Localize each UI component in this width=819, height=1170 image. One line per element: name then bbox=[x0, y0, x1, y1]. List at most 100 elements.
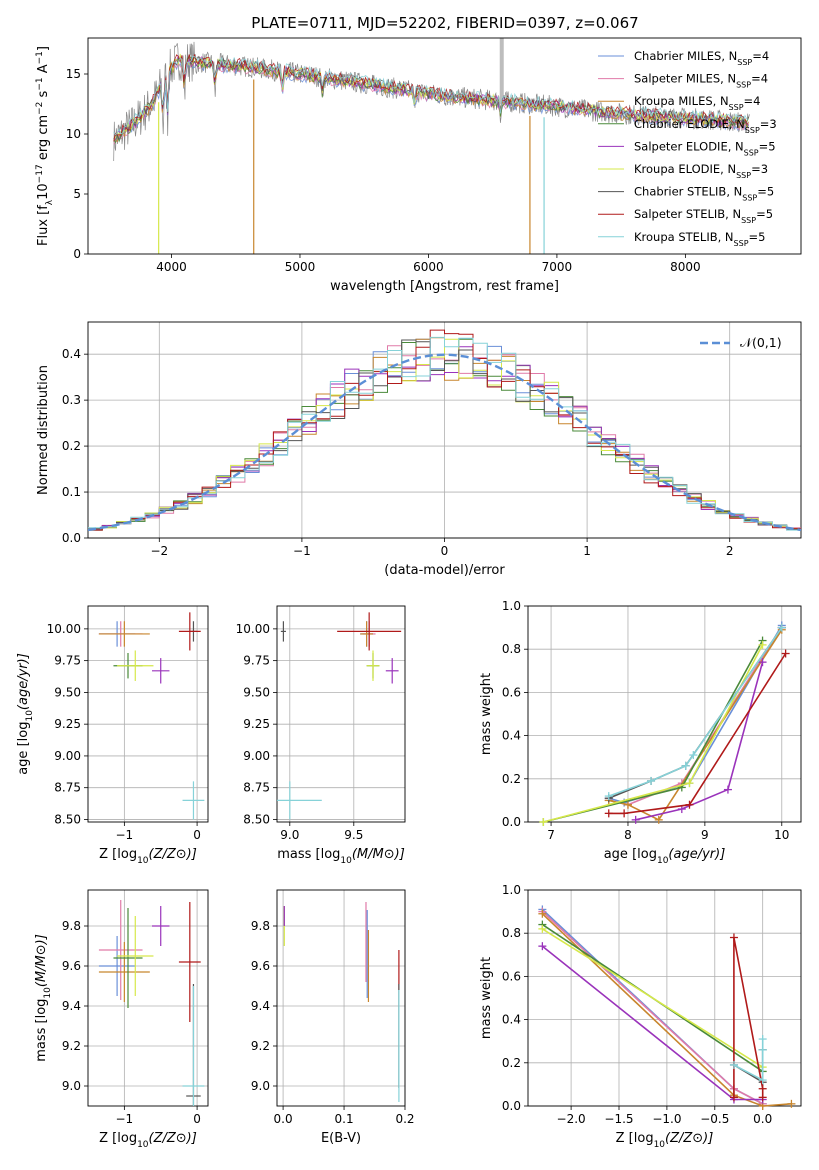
errorbars bbox=[283, 902, 400, 1102]
spectrum-panel: 4000 5000 6000 7000 8000 0 5 10 15 wavelength [An… bbox=[35, 37, 802, 294]
histograms bbox=[88, 329, 801, 532]
axes-frame bbox=[87, 605, 209, 823]
y-axis-label: age [log10(age/yr)] bbox=[16, 653, 35, 775]
x-tick-label: −2.0 bbox=[557, 1112, 586, 1126]
data-point bbox=[729, 1093, 738, 1102]
errorbar-point bbox=[178, 902, 201, 1022]
y-tick-label: 0.4 bbox=[502, 729, 521, 743]
y-tick-label: 9.0 bbox=[251, 1079, 270, 1093]
x-tick-label: 9 bbox=[701, 828, 709, 842]
x-tick-label: 5000 bbox=[285, 260, 316, 274]
x-tick-label: 10 bbox=[774, 828, 789, 842]
y-tick-label: 9.25 bbox=[54, 717, 81, 731]
errorbar-point bbox=[277, 781, 322, 820]
y-tick-label: 0.2 bbox=[502, 772, 521, 786]
axes-frame bbox=[276, 605, 406, 823]
masked-region bbox=[499, 38, 504, 104]
y-tick-label: 0.0 bbox=[502, 815, 521, 829]
y-axis-label: mass weight bbox=[479, 673, 494, 755]
legend-entry: Chabrier ELODIE, NSSP=3 bbox=[634, 117, 777, 135]
errorbar-point bbox=[337, 612, 402, 651]
lines bbox=[538, 905, 796, 1110]
series-line bbox=[635, 661, 764, 821]
data-point bbox=[538, 909, 547, 918]
data-point bbox=[723, 785, 732, 794]
errorbar-point bbox=[98, 936, 136, 996]
y-tick-label: 9.6 bbox=[62, 959, 81, 973]
errorbar-point bbox=[152, 906, 170, 946]
legend-entry: Salpeter MILES, NSSP=4 bbox=[634, 72, 768, 90]
errorbar-point bbox=[117, 650, 154, 681]
x-tick-label: −1 bbox=[116, 1112, 134, 1126]
histogram-step bbox=[88, 346, 801, 531]
errorbar-point bbox=[366, 650, 380, 681]
y-tick-label: 10.00 bbox=[47, 622, 81, 636]
y-axis-label: mass [log10(M/M⊙)] bbox=[34, 934, 53, 1062]
x-axis-label: mass [log10(M/M⊙)] bbox=[277, 847, 405, 866]
y-tick-label: 0.0 bbox=[62, 531, 81, 545]
y-tick-label: 0.3 bbox=[62, 393, 81, 407]
data-point bbox=[631, 815, 640, 824]
data-point bbox=[787, 1099, 796, 1108]
y-tick-label: 9.50 bbox=[243, 685, 270, 699]
y-tick-label: 9.6 bbox=[251, 959, 270, 973]
age_vs_Z-panel: −1 0 8.50 8.75 9.00 9.25 9.50 9.75 10.00 Z [log10… bbox=[16, 605, 209, 866]
legend-entry: Salpeter STELIB, NSSP=5 bbox=[634, 207, 773, 225]
normal-curve bbox=[88, 353, 801, 532]
data-point bbox=[758, 1076, 767, 1085]
y-tick-label: 1.0 bbox=[502, 599, 521, 613]
model-line bbox=[113, 55, 749, 140]
y-tick-label: 0.4 bbox=[62, 347, 81, 361]
axes-frame bbox=[276, 889, 406, 1107]
x-tick-label: 0 bbox=[441, 544, 449, 558]
histogram-step bbox=[88, 336, 801, 531]
series-line bbox=[541, 913, 792, 1107]
histogram-step bbox=[88, 329, 801, 531]
data-point bbox=[539, 818, 548, 826]
legend-entry: Chabrier STELIB, NSSP=5 bbox=[634, 185, 774, 203]
figure-title: PLATE=0711, MJD=52202, FIBERID=0397, z=0… bbox=[251, 14, 638, 32]
data-point bbox=[758, 1035, 767, 1044]
errorbar-point bbox=[280, 621, 286, 642]
errorbar-point bbox=[182, 986, 205, 1106]
data-point bbox=[538, 924, 547, 933]
data-point bbox=[758, 658, 767, 667]
legend-entry: Kroupa MILES, NSSP=4 bbox=[634, 94, 760, 112]
x-tick-label: 6000 bbox=[413, 260, 444, 274]
y-tick-label: 9.75 bbox=[243, 654, 270, 668]
y-tick-label: 9.4 bbox=[62, 999, 81, 1013]
x-tick-label: 7000 bbox=[542, 260, 573, 274]
x-tick-label: −1.0 bbox=[652, 1112, 681, 1126]
data-point bbox=[620, 809, 629, 818]
data-point bbox=[758, 640, 767, 649]
x-axis-label: age [log10(age/yr)] bbox=[604, 847, 726, 866]
series-line bbox=[733, 1039, 764, 1082]
x-tick-label: −1.5 bbox=[604, 1112, 633, 1126]
y-tick-label: 9.25 bbox=[243, 717, 270, 731]
y-tick-label: 10.00 bbox=[236, 622, 270, 636]
x-tick-label: 7 bbox=[547, 828, 555, 842]
x-tick-label: 0 bbox=[193, 828, 201, 842]
x-tick-label: 0.0 bbox=[274, 1112, 293, 1126]
series-line bbox=[543, 640, 764, 823]
axes-frame bbox=[87, 321, 802, 539]
data-point bbox=[654, 815, 663, 824]
legend-entry: Salpeter ELODIE, NSSP=5 bbox=[634, 139, 776, 157]
y-tick-label: 9.8 bbox=[251, 919, 270, 933]
data-point bbox=[758, 1084, 767, 1093]
errorbar-point bbox=[385, 658, 399, 684]
data-point bbox=[758, 1045, 767, 1054]
x-tick-label: 0.1 bbox=[335, 1112, 354, 1126]
series-line bbox=[541, 928, 764, 1068]
y-tick-label: 5 bbox=[73, 187, 81, 201]
y-tick-label: 9.4 bbox=[251, 999, 270, 1013]
x-tick-label: −2 bbox=[150, 544, 168, 558]
y-tick-label: 9.75 bbox=[54, 654, 81, 668]
errorbar-point bbox=[117, 916, 154, 996]
axes-frame bbox=[527, 605, 802, 823]
y-axis-label: Flux [fλ10−17 erg cm−2 s−1 A−1] bbox=[35, 46, 55, 246]
errorbars bbox=[98, 612, 205, 820]
x-tick-label: −1 bbox=[293, 544, 311, 558]
